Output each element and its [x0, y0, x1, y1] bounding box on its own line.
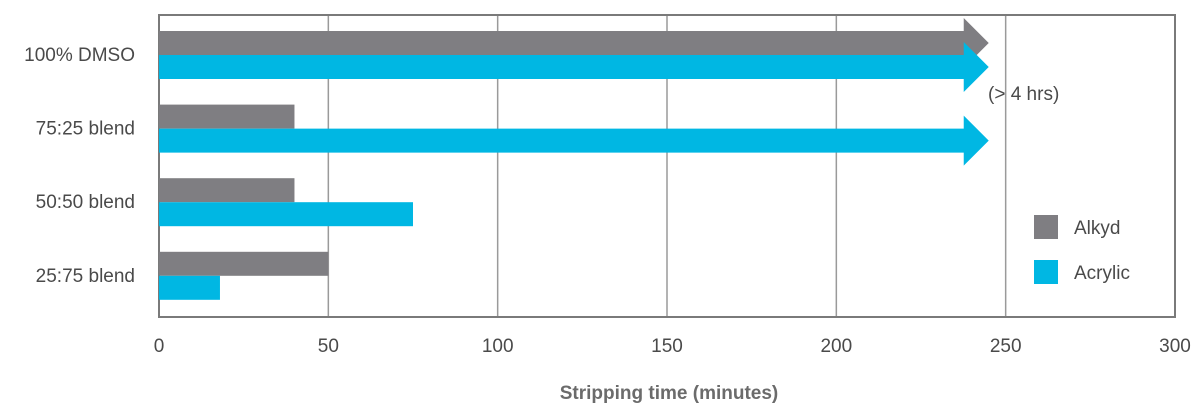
- bars: [159, 18, 989, 300]
- category-labels: 100% DMSO 75:25 blend 50:50 blend 25:75 ble…: [24, 45, 135, 287]
- bar-alkyd: [159, 178, 295, 203]
- x-tick-label: 150: [651, 336, 683, 357]
- category-label: 50:50 blend: [36, 192, 135, 213]
- bar-alkyd: [159, 104, 295, 129]
- category-label: 75:25 blend: [36, 119, 135, 140]
- legend-label-alkyd: Alkyd: [1074, 218, 1120, 239]
- bar-alkyd: [159, 251, 329, 276]
- x-tick-labels: 0 50 100 150 200 250 300: [154, 336, 1191, 357]
- legend: Alkyd Acrylic: [1034, 215, 1130, 284]
- x-axis-label: Stripping time (minutes): [560, 383, 779, 404]
- x-tick-label: 300: [1159, 336, 1191, 357]
- category-label: 100% DMSO: [24, 45, 135, 66]
- legend-swatch-alkyd: [1034, 215, 1058, 239]
- x-tick-label: 50: [318, 336, 339, 357]
- bar-acrylic: [159, 275, 220, 300]
- bar-acrylic: [159, 202, 413, 227]
- x-tick-label: 100: [482, 336, 514, 357]
- x-tick-label: 250: [990, 336, 1022, 357]
- bar-acrylic: [159, 115, 989, 166]
- x-tick-label: 200: [820, 336, 852, 357]
- category-label: 25:75 blend: [36, 266, 135, 287]
- plot-frame: [158, 14, 1176, 318]
- bar-alkyd: [159, 18, 989, 68]
- legend-label-acrylic: Acrylic: [1074, 263, 1130, 284]
- annotation-text: (> 4 hrs): [988, 84, 1059, 105]
- x-tick-label: 0: [154, 336, 165, 357]
- bar-acrylic: [159, 42, 989, 92]
- legend-swatch-acrylic: [1034, 260, 1058, 284]
